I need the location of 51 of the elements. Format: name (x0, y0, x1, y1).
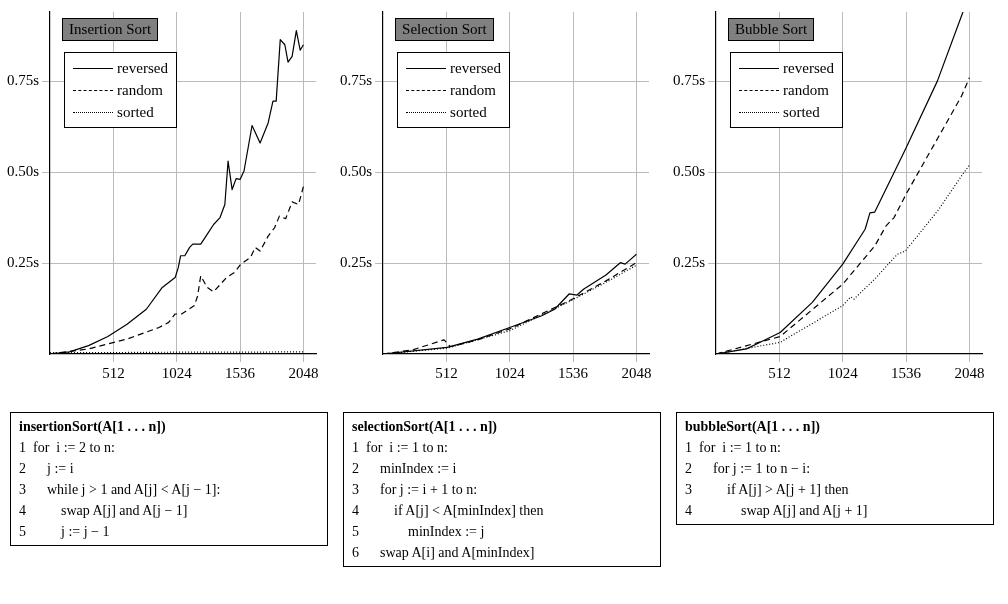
text: 1 for i := 2 to n: (19, 439, 116, 457)
text: selectionSort(A[1 . . . n]) (352, 418, 499, 436)
text: bubbleSort(A[1 . . . n]) (685, 418, 821, 436)
text: 6 swap A[i] and A[minIndex] (352, 544, 536, 562)
x-tick-label: 1536 (891, 364, 922, 381)
y-tick-label: 0.75s (672, 72, 706, 89)
text: 1 for i := 1 to n: (352, 439, 449, 457)
x-tick-label: 512 (102, 364, 125, 381)
x-tick-label: 1024 (827, 364, 859, 381)
text: 5 j := j − 1 (19, 523, 111, 541)
y-tick-label: 0.50s (6, 163, 40, 180)
legend-label: reversed (450, 59, 501, 77)
x-tick-label: 1024 (161, 364, 193, 381)
text: 2 minIndex := i (352, 460, 458, 478)
text: 4 if A[j] < A[minIndex] then (352, 502, 545, 520)
y-tick-label: 0.75s (6, 72, 40, 89)
text: Selection Sort (395, 18, 494, 41)
x-tick-label: 2048 (954, 364, 985, 381)
y-tick-label: 0.25s (6, 253, 40, 270)
text: 4 swap A[j] and A[j + 1] (685, 502, 869, 520)
x-tick-label: 512 (435, 364, 458, 381)
text: 2 j := i (19, 460, 75, 478)
text: 2 for j := 1 to n − i: (685, 460, 812, 478)
text: 3 while j > 1 and A[j] < A[j − 1]: (19, 481, 222, 499)
text: 3 for j := i + 1 to n: (352, 481, 479, 499)
y-tick-label: 0.50s (339, 163, 373, 180)
x-tick-label: 2048 (288, 364, 319, 381)
legend-label: reversed (117, 59, 168, 77)
legend-label: sorted (450, 103, 487, 121)
y-tick-label: 0.25s (339, 253, 373, 270)
x-tick-label: 1024 (494, 364, 526, 381)
text: 4 swap A[j] and A[j − 1] (19, 502, 189, 520)
text: insertionSort(A[1 . . . n]) (19, 418, 167, 436)
text: 3 if A[j] > A[j + 1] then (685, 481, 850, 499)
text: 1 for i := 1 to n: (685, 439, 782, 457)
legend-label: sorted (117, 103, 154, 121)
legend-label: sorted (783, 103, 820, 121)
y-tick-label: 0.25s (672, 253, 706, 270)
text: Bubble Sort (728, 18, 815, 41)
x-tick-label: 2048 (621, 364, 652, 381)
legend-label: random (783, 81, 829, 99)
legend-label: random (117, 81, 163, 99)
text: 5 minIndex := j (352, 523, 486, 541)
x-tick-label: 1536 (225, 364, 256, 381)
y-tick-label: 0.50s (672, 163, 706, 180)
x-tick-label: 1536 (558, 364, 589, 381)
x-tick-label: 512 (768, 364, 791, 381)
legend-label: random (450, 81, 496, 99)
text: Insertion Sort (62, 18, 159, 41)
y-tick-label: 0.75s (339, 72, 373, 89)
legend-label: reversed (783, 59, 834, 77)
